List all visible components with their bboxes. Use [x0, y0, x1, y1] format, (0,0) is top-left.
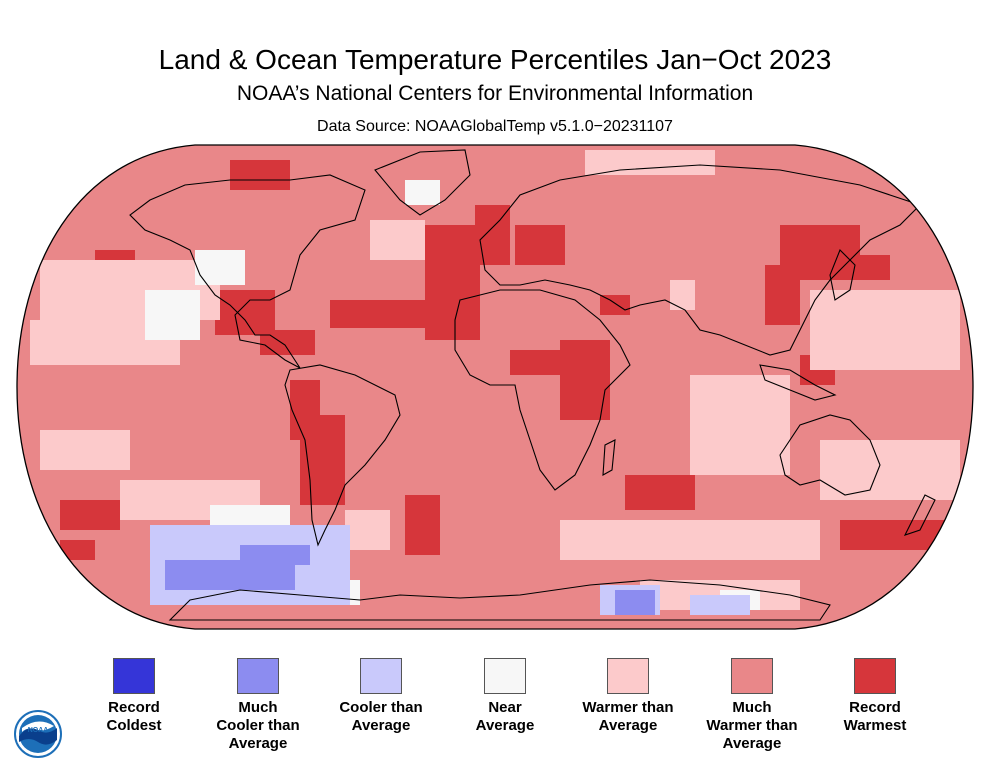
patch-atlantic-band [330, 300, 470, 328]
patch-s-indian-light [560, 520, 820, 560]
patch-s-ocean-cool-2 [690, 595, 750, 615]
legend-swatch-record-warmest [854, 658, 896, 694]
madagascar-outline [602, 439, 616, 476]
patch-caribbean [260, 330, 315, 355]
patch-s-atlantic-light [345, 510, 390, 550]
legend-swatch-warmer [607, 658, 649, 694]
map-title: Land & Ocean Temperature Percentiles Jan… [158, 44, 832, 75]
legend-label-warmer: Warmer than Average [582, 699, 674, 734]
legend-item-much-cooler: Much Cooler than Average [198, 658, 318, 753]
patch-india-light [670, 280, 695, 310]
legend-label-much-cooler: Much Cooler than Average [216, 699, 300, 752]
legend-swatch-record-coldest [113, 658, 155, 694]
legend-item-record-warmest: Record Warmest [815, 658, 935, 735]
legend-item-near-average: Near Average [445, 658, 565, 735]
europe-asia-outline [479, 164, 922, 356]
patch-pacific-light [690, 375, 790, 475]
legend-item-much-warmer: Much Warmer than Average [692, 658, 812, 753]
patch-se-pacific [60, 500, 120, 530]
patch-north-atlantic-light [370, 220, 425, 260]
legend-swatch-much-warmer [731, 658, 773, 694]
patch-china [765, 265, 800, 325]
legend-swatch-near-average [484, 658, 526, 694]
africa-outline [454, 289, 631, 491]
patch-sw-pacific [840, 520, 950, 550]
patch-greenland-white [405, 180, 440, 205]
patch-indian-ocean [625, 475, 695, 510]
legend-label-record-warmest: Record Warmest [843, 699, 907, 734]
patch-sa-west [290, 380, 320, 440]
patch-alaska-white [195, 250, 245, 285]
greenland-outline [374, 149, 471, 216]
japan-outline [829, 249, 856, 301]
patch-africa-sahel [510, 350, 570, 375]
patch-sw-pacific-light [820, 440, 960, 500]
continent-outlines [129, 149, 936, 621]
patch-south-atlantic [405, 495, 440, 555]
patch-ne-pacific-white [145, 290, 200, 340]
australia-outline [779, 414, 881, 496]
legend-label-cooler: Cooler than Average [339, 699, 423, 734]
legend-item-warmer: Warmer than Average [568, 658, 688, 735]
patch-se-pacific-light [40, 430, 130, 470]
globe-border [16, 144, 974, 630]
noaa-logo-icon: NOAA [14, 710, 62, 758]
patch-arabia [600, 295, 630, 315]
legend-swatch-cooler [360, 658, 402, 694]
legend-label-near-average: Near Average [475, 699, 535, 734]
patch-weddell-cool [615, 590, 655, 615]
new-zealand-outline [903, 494, 936, 536]
patch-arctic-light [585, 150, 715, 175]
antarctica-outline [168, 579, 831, 621]
patch-ross-sea-cool [240, 545, 310, 565]
patch-antarctic-pen [60, 540, 95, 560]
legend-label-much-warmer: Much Warmer than Average [706, 699, 798, 752]
legend-swatch-much-cooler [237, 658, 279, 694]
map-subtitle: NOAA’s National Centers for Environmenta… [236, 82, 754, 105]
south-america-outline [284, 364, 401, 547]
legend-label-record-coldest: Record Coldest [106, 699, 162, 734]
indonesia-outline [759, 364, 837, 401]
legend-item-record-coldest: Record Coldest [74, 658, 194, 735]
noaa-logo-text: NOAA [28, 727, 49, 734]
patch-europe [515, 225, 565, 265]
patch-west-pacific-light [810, 290, 960, 370]
patch-canada-ne [230, 160, 290, 190]
legend-item-cooler: Cooler than Average [321, 658, 441, 735]
data-source-label: Data Source: NOAAGlobalTemp v5.1.0−20231… [317, 118, 673, 135]
north-america-outline [129, 174, 366, 369]
patch-gulf-mexico [215, 290, 275, 335]
